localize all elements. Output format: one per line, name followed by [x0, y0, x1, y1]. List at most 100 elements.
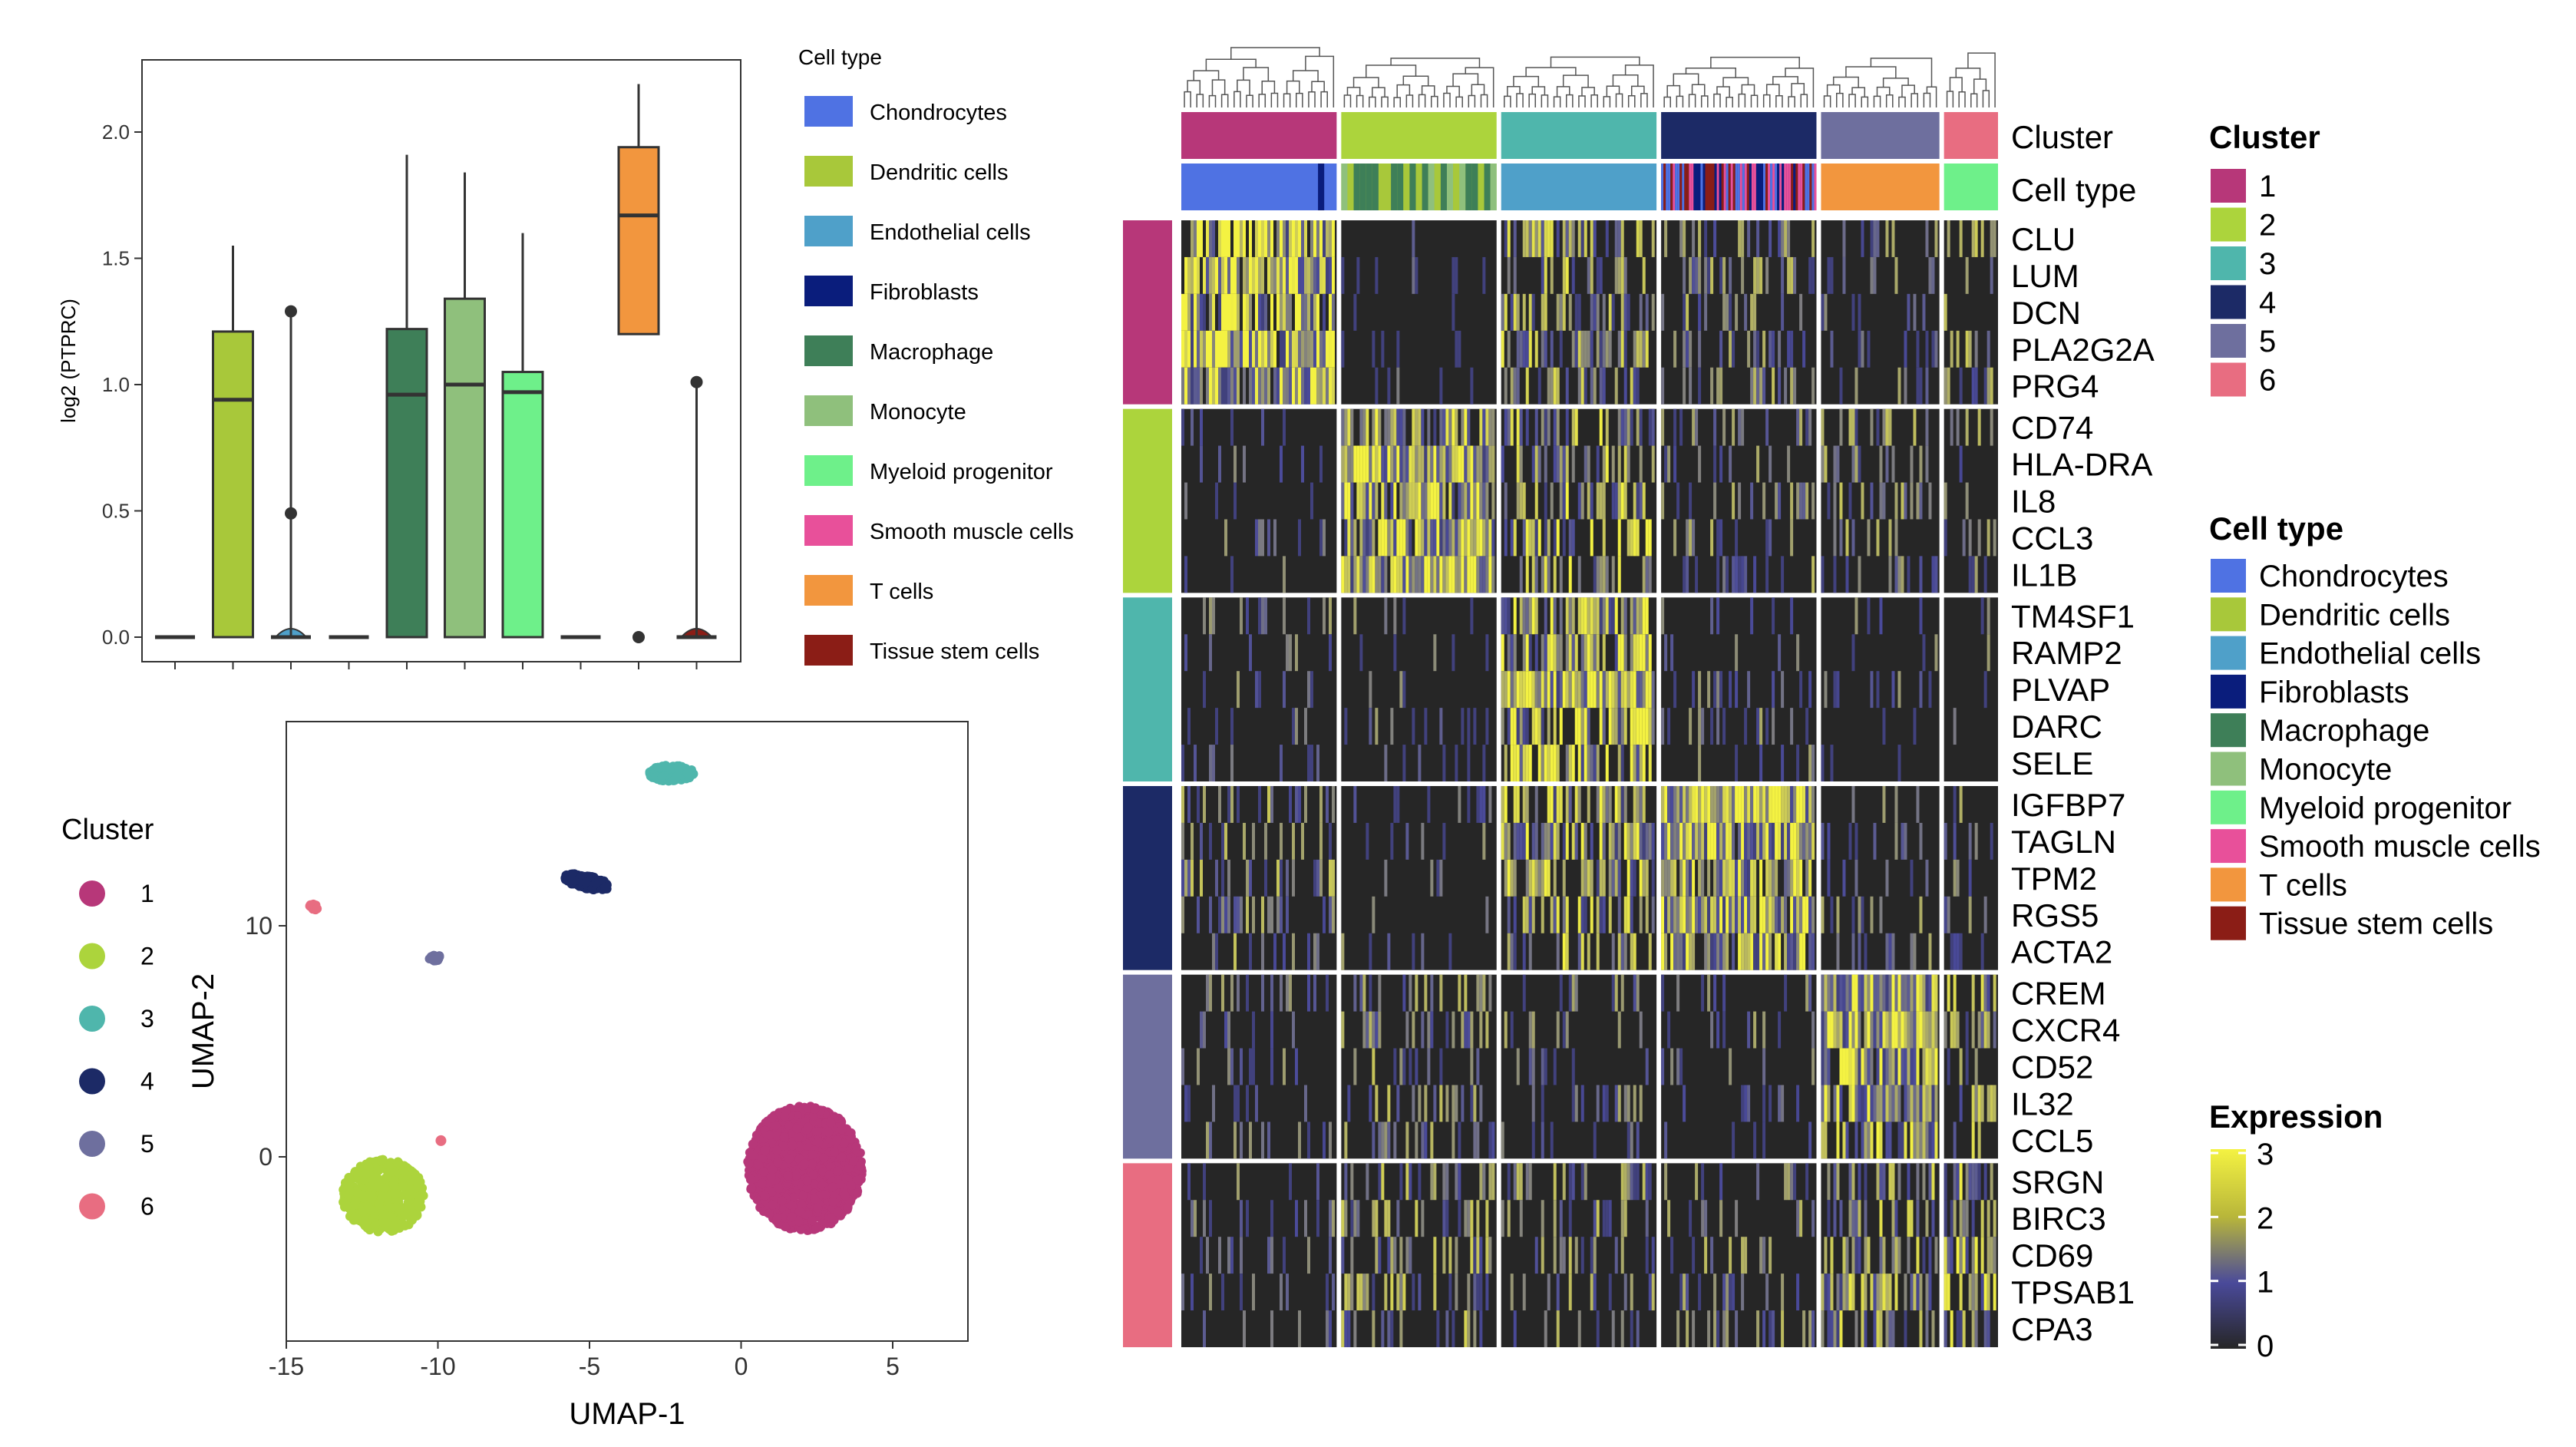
heatmap-cell [1851, 896, 1855, 933]
heatmap-cell [1237, 293, 1240, 331]
dendrogram-branch [1405, 94, 1414, 107]
heatmap-cell [1805, 896, 1809, 933]
umap-point [580, 877, 590, 887]
heatmap-cell [1393, 1237, 1397, 1274]
heatmap-cell [1504, 482, 1508, 520]
dendrogram-branch [1372, 87, 1385, 97]
heatmap-cell [1234, 293, 1237, 331]
heatmap-cell [1839, 482, 1843, 520]
heatmap-cell [1541, 220, 1544, 257]
heatmap-cell [1633, 1085, 1636, 1122]
heatmap-cell [1234, 482, 1237, 520]
heatmap-cell [1661, 896, 1665, 933]
heatmap-cell [1451, 293, 1455, 331]
heatmap-cell [1784, 367, 1788, 405]
heatmap-cell [1347, 445, 1351, 483]
heatmap-cell [1633, 634, 1636, 672]
heatmap-cell [1319, 367, 1323, 405]
heatmap-cell [1811, 786, 1815, 823]
heatmap-cell [1326, 256, 1329, 294]
heatmap-cell [1759, 745, 1763, 781]
heatmap-cell [1580, 822, 1584, 860]
heatmap-cell [1369, 519, 1372, 557]
heatmap-cell [1534, 597, 1538, 635]
heatmap-cell [1916, 1011, 1920, 1049]
heatmap-cell [1778, 1011, 1782, 1049]
heatmap-cell [1729, 896, 1732, 933]
heatmap-cell [1412, 408, 1415, 446]
heatmap-cell [1744, 1085, 1748, 1122]
heatmap-cell [1636, 671, 1640, 709]
heatmap-cell [1781, 293, 1785, 331]
heatmap-cell [1448, 519, 1452, 557]
heatmap-cell [1827, 974, 1831, 1012]
heatmap-cell [1738, 408, 1742, 446]
heatmap-cell [1931, 256, 1935, 294]
umap-point [841, 1174, 850, 1184]
heatmap-cell [1947, 367, 1950, 405]
heatmap-cell [1679, 822, 1683, 860]
heatmap-cell [1525, 367, 1529, 405]
heatmap-cell [1661, 408, 1665, 446]
heatmap-cell [1197, 256, 1200, 294]
umap-point [758, 1167, 768, 1177]
heatmap-cell [1928, 256, 1932, 294]
heatmap-cell [1261, 408, 1264, 446]
heatmap-cell [1203, 293, 1206, 331]
heatmap-cell [1353, 974, 1357, 1012]
umap-point [788, 1141, 798, 1151]
heatmap-cell [1842, 974, 1846, 1012]
umap-point [391, 1189, 401, 1199]
heatmap-cell [1387, 1122, 1391, 1159]
heatmap-cell [1301, 220, 1304, 257]
heatmap-cell [1568, 220, 1572, 257]
heatmap-cell [1805, 482, 1809, 520]
heatmap-cell [1200, 330, 1203, 368]
heatmap-cell [1802, 786, 1806, 823]
cell-type-legend-swatch [804, 635, 853, 666]
heatmap-cell [1910, 482, 1914, 520]
heatmap-cell [1778, 896, 1782, 933]
heatmap-cell [1772, 786, 1775, 823]
heatmap-cell [1485, 556, 1489, 593]
heatmap-cell [1565, 220, 1569, 257]
heatmap-cell [1732, 556, 1735, 593]
heatmap-cell [1934, 634, 1938, 672]
heatmap-cell [1181, 367, 1184, 405]
heatmap-cell [1648, 408, 1652, 446]
umap-point [434, 954, 444, 964]
heatmap-cell [1227, 256, 1230, 294]
heatmap-cell [1332, 256, 1335, 294]
heatmap-cell [1661, 597, 1665, 635]
heatmap-cell [1307, 293, 1310, 331]
heatmap-cell [1805, 708, 1809, 745]
heatmap-cell [1270, 896, 1273, 933]
heatmap-cell [1695, 786, 1699, 823]
heatmap-cell [1261, 519, 1264, 557]
heatmap-cell [1399, 1237, 1403, 1274]
heatmap-cell [1276, 293, 1280, 331]
heatmap-cell [1301, 822, 1304, 860]
heatmap-cell [1522, 786, 1526, 823]
heatmap-cell [1596, 859, 1600, 897]
dendrogram-branch [1700, 95, 1709, 107]
heatmap-cell [1249, 330, 1252, 368]
heatmap-cell [1732, 1122, 1735, 1159]
heatmap-cell [1741, 220, 1745, 257]
heatmap-cell [1378, 1163, 1382, 1201]
heatmap-cell [1289, 330, 1292, 368]
heatmap-cell [1513, 859, 1517, 897]
heatmap-cell [1648, 556, 1652, 593]
heatmap-cell [1215, 708, 1218, 745]
heatmap-cell [1261, 896, 1264, 933]
heatmap-cell [1738, 822, 1742, 860]
heatmap-cell [1565, 933, 1569, 970]
heatmap-cell [1200, 408, 1203, 446]
dendrogram-branch [1311, 81, 1325, 92]
heatmap-cell [1956, 859, 1960, 897]
heatmap-cell [1683, 1085, 1686, 1122]
heatmap-cell [1307, 974, 1310, 1012]
heatmap-cell [1934, 556, 1938, 593]
heatmap-cell [1827, 822, 1831, 860]
heatmap-cell [1433, 408, 1437, 446]
